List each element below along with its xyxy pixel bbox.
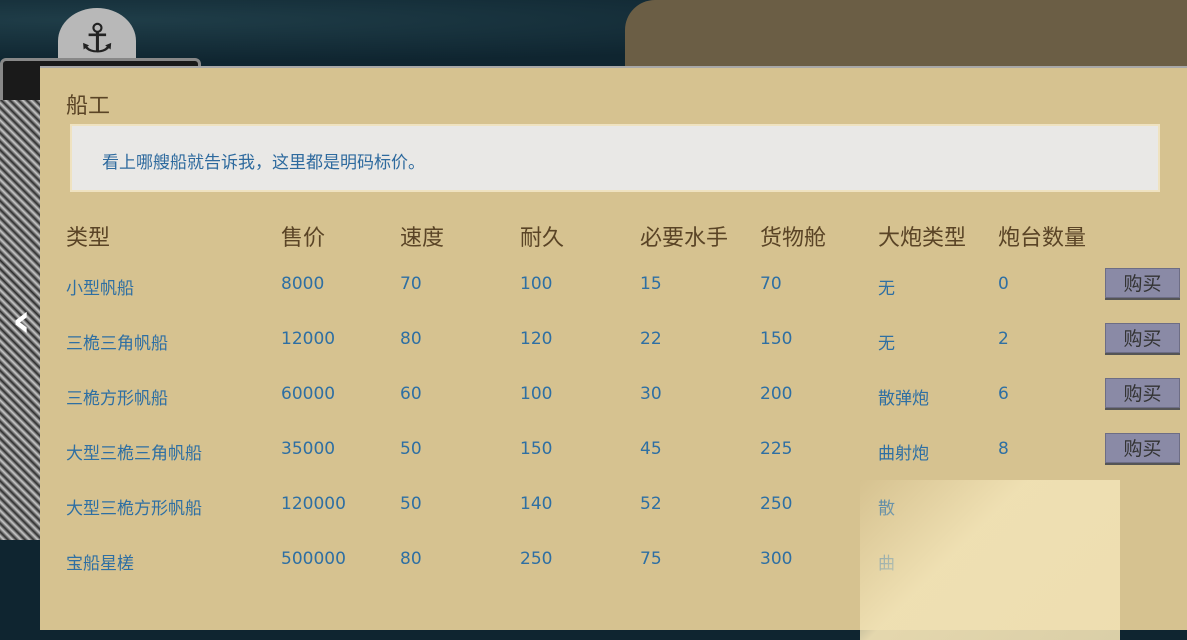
cell-durability: 140 bbox=[520, 494, 553, 514]
cell-price: 500000 bbox=[281, 549, 346, 569]
cell-ship-type: 大型三桅方形帆船 bbox=[66, 499, 202, 519]
column-header-cargo: 货物舱 bbox=[760, 226, 827, 251]
cell-ship-type: 大型三桅三角帆船 bbox=[66, 444, 202, 464]
cell-cargo: 150 bbox=[760, 329, 793, 349]
cell-durability: 100 bbox=[520, 274, 553, 294]
cell-crew: 15 bbox=[640, 274, 662, 294]
cell-durability: 120 bbox=[520, 329, 553, 349]
column-header-ship-type: 类型 bbox=[66, 226, 111, 251]
cell-gun-count: 8 bbox=[998, 439, 1009, 459]
column-header-durability: 耐久 bbox=[520, 226, 565, 251]
cell-speed: 50 bbox=[400, 494, 422, 514]
cell-price: 120000 bbox=[281, 494, 346, 514]
cell-price: 8000 bbox=[281, 274, 325, 294]
cell-crew: 30 bbox=[640, 384, 662, 404]
cell-durability: 150 bbox=[520, 439, 553, 459]
chevron-left-icon[interactable]: ‹ bbox=[12, 293, 31, 347]
dialog-title: 船工 bbox=[66, 94, 111, 119]
column-header-speed: 速度 bbox=[400, 226, 445, 251]
cell-cargo: 225 bbox=[760, 439, 793, 459]
cell-durability: 100 bbox=[520, 384, 553, 404]
cell-crew: 52 bbox=[640, 494, 662, 514]
buy-button[interactable]: 购买 bbox=[1105, 433, 1180, 463]
fade-overlay bbox=[860, 480, 1120, 640]
cell-crew: 22 bbox=[640, 329, 662, 349]
cell-speed: 70 bbox=[400, 274, 422, 294]
message-box: 看上哪艘船就告诉我，这里都是明码标价。 bbox=[70, 124, 1160, 192]
cell-speed: 80 bbox=[400, 329, 422, 349]
cell-cargo: 250 bbox=[760, 494, 793, 514]
cell-ship-type: 三桅三角帆船 bbox=[66, 334, 168, 354]
cell-cannon-type: 无 bbox=[878, 334, 895, 354]
buy-button[interactable]: 购买 bbox=[1105, 268, 1180, 298]
cell-price: 60000 bbox=[281, 384, 336, 404]
cell-price: 12000 bbox=[281, 329, 336, 349]
background-panel bbox=[625, 0, 1187, 66]
cell-crew: 45 bbox=[640, 439, 662, 459]
cell-cargo: 300 bbox=[760, 549, 793, 569]
cell-cannon-type: 曲射炮 bbox=[878, 444, 929, 464]
cell-speed: 80 bbox=[400, 549, 422, 569]
cell-price: 35000 bbox=[281, 439, 336, 459]
cell-crew: 75 bbox=[640, 549, 662, 569]
message-text: 看上哪艘船就告诉我，这里都是明码标价。 bbox=[102, 153, 425, 173]
cell-gun-count: 0 bbox=[998, 274, 1009, 294]
cell-speed: 60 bbox=[400, 384, 422, 404]
column-header-gun-count: 炮台数量 bbox=[998, 226, 1087, 251]
cell-ship-type: 小型帆船 bbox=[66, 279, 134, 299]
cell-durability: 250 bbox=[520, 549, 553, 569]
column-header-price: 售价 bbox=[281, 226, 326, 251]
cell-cannon-type: 无 bbox=[878, 279, 895, 299]
column-header-crew: 必要水手 bbox=[640, 226, 729, 251]
cell-cannon-type: 散弹炮 bbox=[878, 389, 929, 409]
buy-button[interactable]: 购买 bbox=[1105, 378, 1180, 408]
cell-cargo: 200 bbox=[760, 384, 793, 404]
buy-button[interactable]: 购买 bbox=[1105, 323, 1180, 353]
cell-cargo: 70 bbox=[760, 274, 782, 294]
column-header-cannon-type: 大炮类型 bbox=[878, 226, 967, 251]
cell-gun-count: 6 bbox=[998, 384, 1009, 404]
cell-speed: 50 bbox=[400, 439, 422, 459]
cell-ship-type: 三桅方形帆船 bbox=[66, 389, 168, 409]
cell-gun-count: 2 bbox=[998, 329, 1009, 349]
cell-ship-type: 宝船星槎 bbox=[66, 554, 134, 574]
